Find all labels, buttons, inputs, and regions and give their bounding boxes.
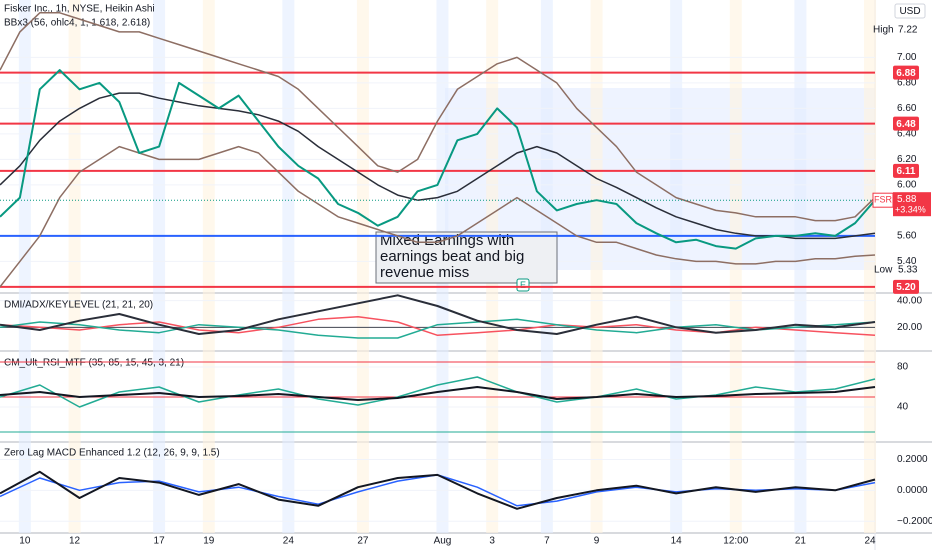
series-line — [0, 294, 876, 335]
earnings-marker[interactable] — [516, 278, 530, 292]
x-tick-label: 9 — [594, 536, 600, 547]
high-label: High — [873, 25, 894, 36]
earnings-marker-label: E — [520, 280, 526, 290]
x-tick-label: 10 — [19, 536, 31, 547]
day-stripe — [356, 0, 369, 533]
day-stripe — [670, 0, 683, 533]
day-stripe — [794, 0, 807, 533]
level-label-box — [893, 65, 919, 80]
symbol: FSR — [874, 195, 893, 205]
indicator-title: Zero Lag MACD Enhanced 1.2 (12, 26, 9, 9… — [4, 448, 220, 459]
x-tick-label: 24 — [864, 536, 876, 547]
day-stripe — [282, 0, 295, 533]
y-tick-label: 20.00 — [897, 322, 922, 333]
x-tick-label: Aug — [434, 536, 452, 547]
x-tick-label: 14 — [671, 536, 683, 547]
day-stripe — [864, 0, 877, 533]
x-tick-label: 24 — [283, 536, 295, 547]
series-line — [0, 12, 876, 222]
level-label: 6.11 — [897, 166, 916, 177]
x-tick-label: 12 — [69, 536, 81, 547]
series-line — [0, 145, 876, 288]
series-line — [0, 386, 876, 401]
day-stripe — [729, 0, 742, 533]
last-price: 5.88 — [897, 194, 917, 205]
indicator-title: DMI/ADX/KEYLEVEL (21, 21, 20) — [4, 300, 153, 311]
level-label: 6.88 — [896, 68, 916, 79]
last-price-box — [893, 192, 931, 217]
currency-box[interactable] — [894, 3, 926, 19]
indicator-title: CM_Ult_RSI_MTF (35, 85, 15, 45, 3, 21) — [4, 358, 184, 369]
high-value: 7.22 — [898, 25, 918, 36]
low-label: Low — [874, 265, 893, 276]
x-tick-label: 19 — [203, 536, 215, 547]
annotation-line: revenue miss — [380, 264, 469, 281]
day-stripe — [153, 0, 166, 533]
last-change: +3.34% — [895, 205, 926, 215]
y-tick-label: 0.2000 — [897, 454, 928, 465]
indicator-title: BBx3 (56, ohlc4, 1, 1.618, 2.618) — [4, 18, 150, 29]
y-tick-label: −0.2000 — [897, 516, 932, 527]
x-tick-label: 27 — [357, 536, 369, 547]
series-line — [0, 69, 876, 250]
x-tick-label: 21 — [795, 536, 807, 547]
chart-title: Fisker Inc., 1h, NYSE, Heikin Ashi — [4, 4, 155, 15]
x-tick-label: 3 — [489, 536, 495, 547]
y-tick-label: 6.80 — [897, 78, 917, 89]
x-tick-label: 12:00 — [723, 536, 748, 547]
y-tick-label: 5.60 — [897, 231, 917, 242]
y-tick-label: 5.40 — [897, 256, 917, 267]
series-line — [0, 376, 876, 408]
y-tick-label: 40.00 — [897, 295, 922, 306]
series-line — [0, 470, 876, 510]
level-label-box — [893, 163, 919, 178]
annotation-box — [375, 231, 558, 284]
level-label-box — [893, 116, 919, 131]
y-tick-label: 6.60 — [897, 103, 917, 114]
low-value: 5.33 — [898, 265, 918, 276]
y-tick-label: 6.40 — [897, 129, 917, 140]
y-tick-label: 6.00 — [897, 180, 917, 191]
level-label: 6.48 — [896, 119, 916, 130]
y-tick-label: 6.20 — [897, 154, 917, 165]
y-tick-label: 80 — [897, 362, 909, 373]
y-tick-label: 7.00 — [897, 52, 917, 63]
x-tick-label: 17 — [154, 536, 166, 547]
y-tick-label: 40 — [897, 402, 909, 413]
day-stripe — [18, 0, 31, 533]
series-line — [0, 92, 876, 240]
x-tick-label: 7 — [544, 536, 550, 547]
day-stripe — [68, 0, 81, 533]
annotation-line: earnings beat and big — [380, 248, 524, 265]
y-tick-label: 0.0000 — [897, 485, 928, 496]
level-label-box — [893, 279, 919, 294]
level-label: 5.20 — [896, 282, 916, 293]
day-stripe — [590, 0, 603, 533]
annotation-line: Mixed Earnings with — [380, 232, 514, 249]
currency: USD — [899, 6, 920, 17]
series-line — [0, 318, 876, 339]
